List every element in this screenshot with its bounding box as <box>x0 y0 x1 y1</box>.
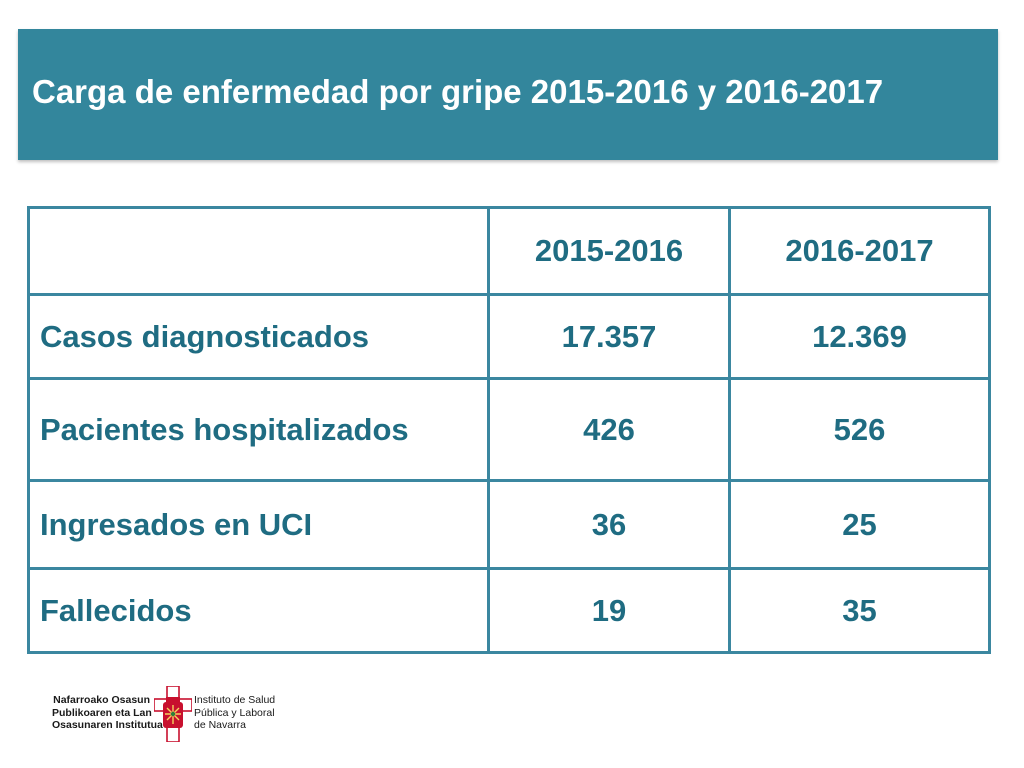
logo-line: Publikoaren eta Lan <box>52 706 152 719</box>
row-value-2016-2017: 35 <box>728 567 991 654</box>
row-label: Fallecidos <box>27 567 490 654</box>
row-label: Casos diagnosticados <box>27 293 490 380</box>
header-season-2015-2016: 2015-2016 <box>487 206 731 296</box>
navarra-crest-icon <box>154 686 192 742</box>
logo-line: Osasunaren Institutua <box>52 719 163 731</box>
row-value-2016-2017: 526 <box>728 377 991 482</box>
row-value-2015-2016: 36 <box>487 479 731 570</box>
logo-line: Instituto de Salud <box>194 694 276 706</box>
row-value-2015-2016: 426 <box>487 377 731 482</box>
row-label: Ingresados en UCI <box>27 479 490 570</box>
page-title: Carga de enfermedad por gripe 2015-2016 … <box>32 72 884 110</box>
row-value-2016-2017: 25 <box>728 479 991 570</box>
logo-line: de Navarra <box>194 719 246 731</box>
logo-text-spanish: Instituto de Salud Pública y Laboral de … <box>194 694 284 732</box>
table-row: Ingresados en UCI 36 25 <box>27 479 991 570</box>
row-value-2015-2016: 17.357 <box>487 293 731 380</box>
title-banner: Carga de enfermedad por gripe 2015-2016 … <box>18 29 998 160</box>
institution-logo: Nafarroako Osasun Publikoaren eta Lan Os… <box>52 686 282 742</box>
logo-text-basque: Nafarroako Osasun Publikoaren eta Lan Os… <box>52 694 163 732</box>
table-row: Fallecidos 19 35 <box>27 567 991 654</box>
header-season-2016-2017: 2016-2017 <box>728 206 991 296</box>
table-row: Casos diagnosticados 17.357 12.369 <box>27 293 991 380</box>
table-row: Pacientes hospitalizados 426 526 <box>27 377 991 482</box>
logo-line: Pública y Laboral <box>194 706 275 719</box>
row-value-2015-2016: 19 <box>487 567 731 654</box>
logo-line: Nafarroako Osasun <box>53 694 150 706</box>
row-label: Pacientes hospitalizados <box>27 377 490 482</box>
table-header-row: 2015-2016 2016-2017 <box>27 206 991 296</box>
row-value-2016-2017: 12.369 <box>728 293 991 380</box>
influenza-burden-table: 2015-2016 2016-2017 Casos diagnosticados… <box>27 206 991 654</box>
header-empty-cell <box>27 206 490 296</box>
